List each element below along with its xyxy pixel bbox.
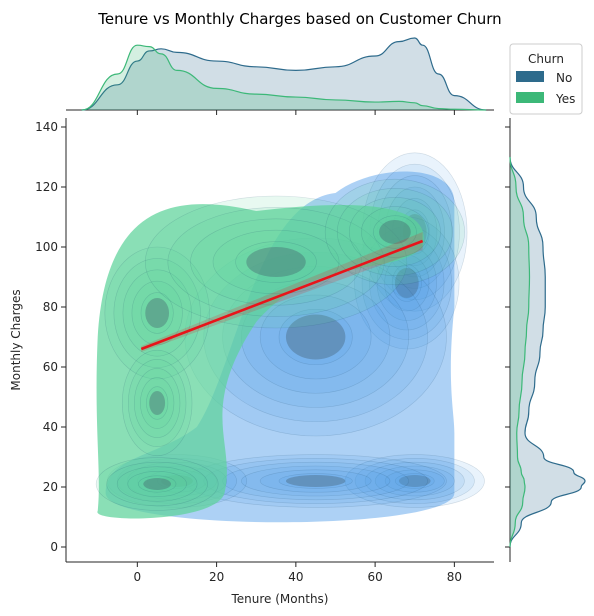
x-tick-label: 0 (134, 570, 142, 584)
legend-swatch-yes (516, 92, 544, 103)
x-tick-label: 40 (288, 570, 303, 584)
y-tick-label: 0 (50, 540, 58, 554)
x-tick-label: 20 (209, 570, 224, 584)
kde-core (246, 247, 305, 277)
y-tick-label: 40 (43, 420, 58, 434)
legend-label-no: No (556, 71, 572, 85)
kde-core (286, 475, 345, 487)
y-tick-label: 120 (35, 180, 58, 194)
kde-core (149, 391, 165, 415)
kde-core (145, 298, 169, 328)
main-plot (96, 153, 484, 522)
legend-swatch-no (516, 71, 544, 82)
y-tick-label: 100 (35, 240, 58, 254)
x-tick-label: 80 (447, 570, 462, 584)
marginal-x-plot (66, 38, 494, 115)
x-tick-label: 60 (367, 570, 382, 584)
x-axis-label: Tenure (Months) (231, 592, 329, 606)
y-axis-label: Monthly Charges (9, 289, 23, 390)
y-tick-label: 60 (43, 360, 58, 374)
legend-label-yes: Yes (555, 92, 575, 106)
y-tick-label: 20 (43, 480, 58, 494)
legend: Churn No Yes (510, 44, 582, 114)
y-tick-label: 80 (43, 300, 58, 314)
kde-core (143, 478, 171, 490)
y-tick-label: 140 (35, 120, 58, 134)
chart-title: Tenure vs Monthly Charges based on Custo… (97, 10, 501, 28)
marginal-y-plot (505, 118, 585, 562)
legend-title: Churn (528, 52, 564, 66)
